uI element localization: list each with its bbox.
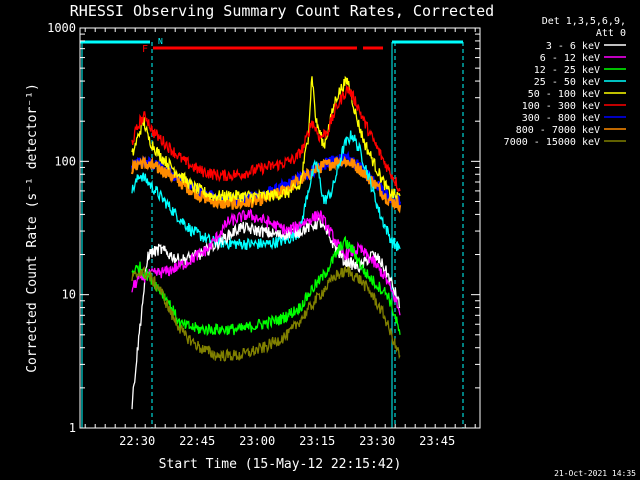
x-tick-label: 22:45 — [179, 434, 215, 448]
timestamp: 21-Oct-2021 14:35 — [554, 469, 636, 478]
x-tick-label: 23:00 — [239, 434, 275, 448]
legend-entry-label: 12 - 25 keV — [534, 65, 600, 76]
legend-entry-label: 7000 - 15000 keV — [504, 137, 600, 148]
series-line — [131, 84, 401, 192]
legend-entry-label: 3 - 6 keV — [546, 41, 600, 52]
x-tick-label: 23:15 — [299, 434, 335, 448]
legend-entry-label: 25 - 50 keV — [534, 77, 600, 88]
chart-title: RHESSI Observing Summary Count Rates, Co… — [70, 2, 494, 20]
y-tick-label: 100 — [54, 154, 76, 168]
x-tick-label: 23:30 — [359, 434, 395, 448]
legend-header: Det 1,3,5,6,9, — [542, 16, 626, 27]
y-tick-label: 10 — [62, 288, 76, 302]
legend-entry-label: 6 - 12 keV — [540, 53, 600, 64]
series-line — [131, 130, 401, 252]
y-tick-label: 1 — [69, 421, 76, 435]
flag-label-f: F — [142, 44, 148, 55]
legend-header: Att 0 — [596, 28, 626, 39]
series-line — [131, 217, 401, 410]
x-tick-label: 23:45 — [419, 434, 455, 448]
plot-frame — [79, 27, 481, 429]
legend-entry-label: 300 - 800 keV — [522, 113, 600, 124]
flag-label-n: N — [158, 37, 163, 46]
x-axis-label: Start Time (15-May-12 22:15:42) — [159, 457, 402, 472]
legend-entry-label: 50 - 100 keV — [528, 89, 600, 100]
series-line — [131, 235, 401, 337]
axes: 1 10 100 1000 22:30 22:45 23:00 23:15 23:30 23:45 — [47, 21, 480, 448]
y-axis-label: Corrected Count Rate (s⁻¹ detector⁻¹) — [25, 83, 40, 373]
plot-area: FN — [80, 37, 464, 428]
series-line — [131, 75, 401, 205]
legend-entry-label: 800 - 7000 keV — [516, 125, 600, 136]
legend-entry-label: 100 - 300 keV — [522, 101, 600, 112]
y-tick-label: 1000 — [47, 21, 76, 35]
x-tick-label: 22:30 — [119, 434, 155, 448]
series-line — [131, 265, 401, 362]
